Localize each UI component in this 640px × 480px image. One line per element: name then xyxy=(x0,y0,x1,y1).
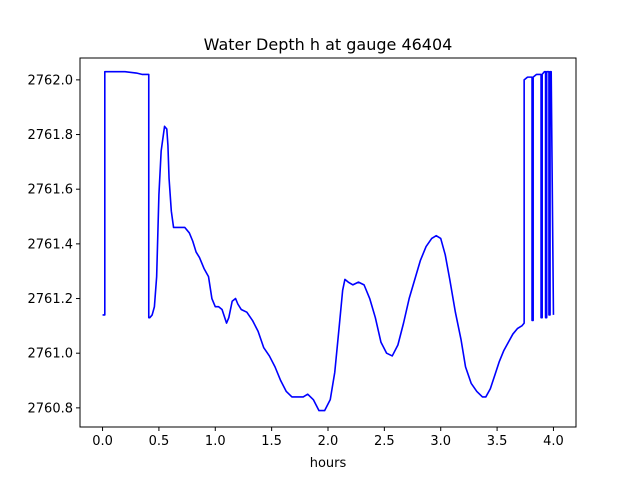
y-tick-label: 2761.2 xyxy=(28,292,74,307)
x-tick-label: 3.5 xyxy=(487,434,508,449)
y-tick-label: 2761.6 xyxy=(28,183,74,198)
x-tick-label: 2.0 xyxy=(318,434,339,449)
chart-title: Water Depth h at gauge 46404 xyxy=(204,35,453,54)
axes-frame xyxy=(79,57,577,428)
x-axis-label: hours xyxy=(310,456,347,471)
axis-ticks: 0.0 0.5 1.0 1.5 2.0 2.5 3.0 3.5 4.0 2760.8 2761.0 2… xyxy=(28,73,564,449)
y-tick-label: 2761.0 xyxy=(28,347,74,362)
series-line-0 xyxy=(102,70,555,412)
x-tick-label: 4.0 xyxy=(543,434,564,449)
x-tick-label: 0.0 xyxy=(92,434,113,449)
y-tick-label: 2760.8 xyxy=(28,401,74,416)
y-tick-label: 2761.4 xyxy=(28,237,74,252)
y-tick-label: 2761.8 xyxy=(28,128,74,143)
x-tick-label: 3.0 xyxy=(430,434,451,449)
x-tick-label: 1.0 xyxy=(205,434,226,449)
series-layer xyxy=(102,70,555,412)
x-tick-label: 2.5 xyxy=(374,434,395,449)
x-tick-label: 1.5 xyxy=(261,434,282,449)
y-tick-label: 2762.0 xyxy=(28,73,74,88)
x-tick-label: 0.5 xyxy=(149,434,170,449)
